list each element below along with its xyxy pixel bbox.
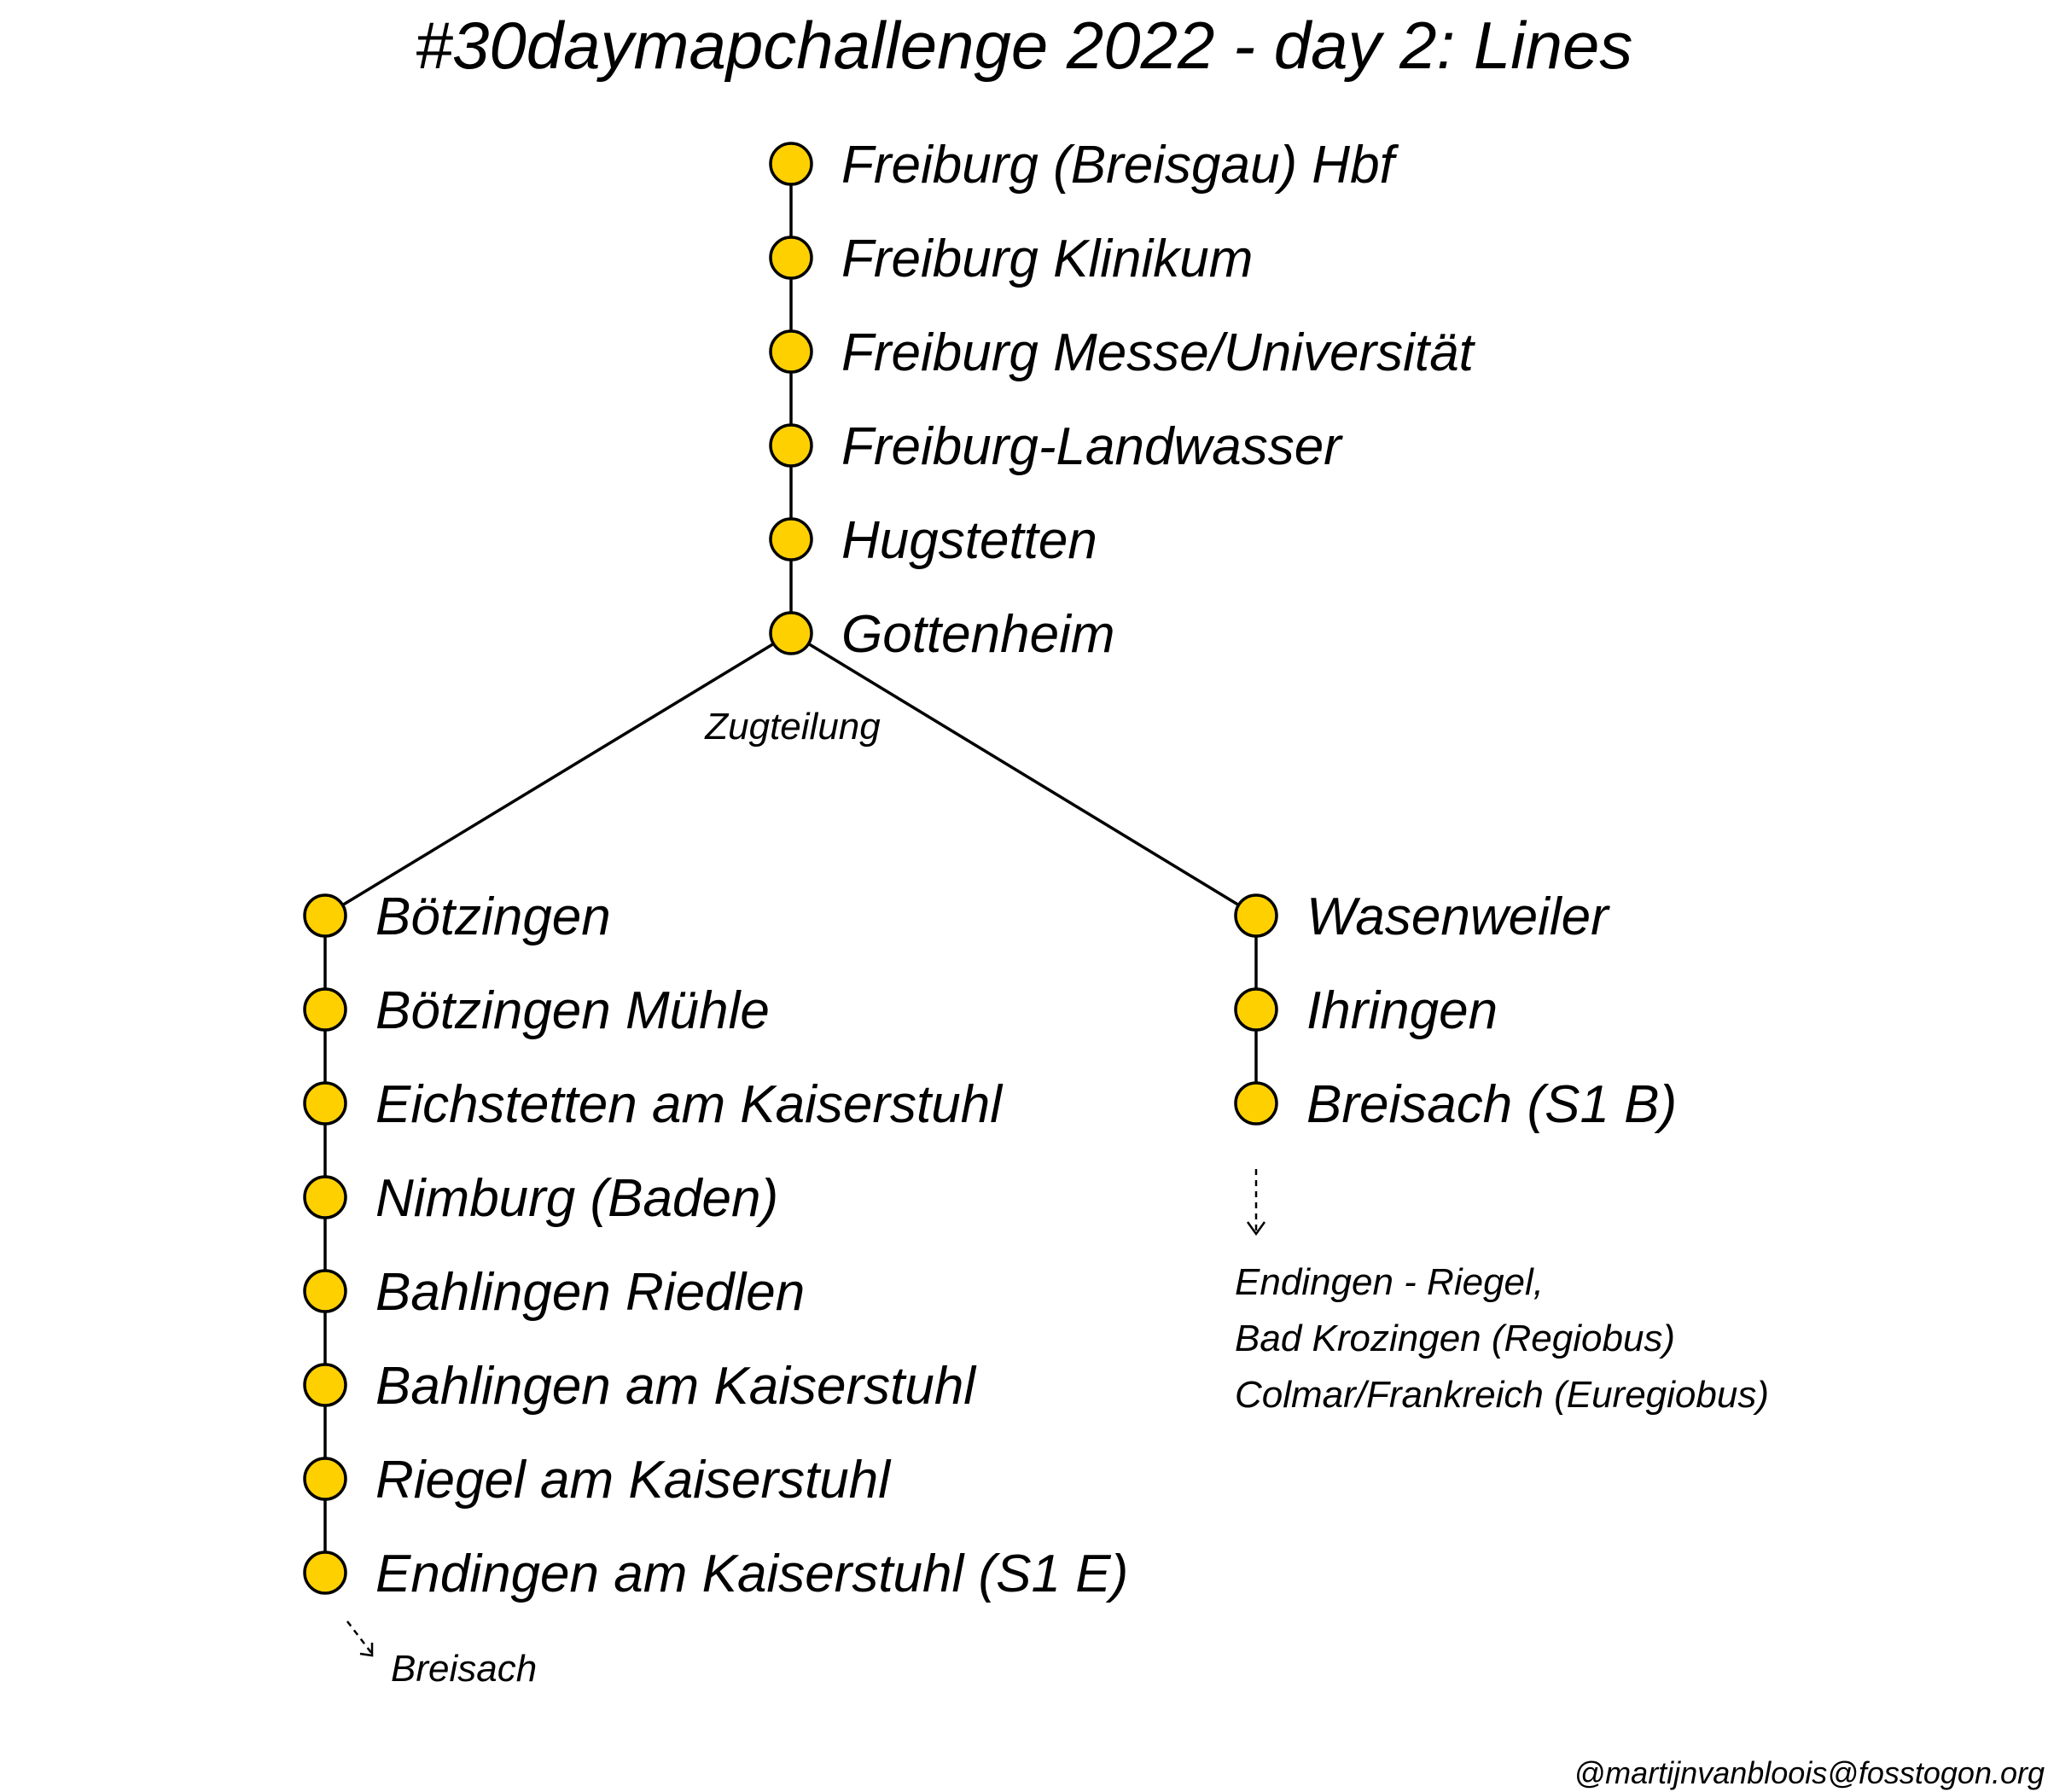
branch-right-connector bbox=[790, 631, 1257, 917]
arrow-icon bbox=[346, 1620, 374, 1657]
station-label: Bötzingen Mühle bbox=[375, 981, 770, 1040]
station-stop bbox=[303, 1363, 347, 1407]
branch-left-stations: Bötzingen Bötzingen Mühle Eichstetten am… bbox=[303, 887, 1128, 1603]
station-label: Eichstetten am Kaiserstuhl bbox=[375, 1075, 1004, 1134]
station-stop bbox=[769, 142, 813, 186]
station-stop bbox=[303, 1175, 347, 1219]
station-stop bbox=[303, 1457, 347, 1501]
split-label: Zugteilung bbox=[704, 706, 881, 748]
diagram-title: #30daymapchallenge 2022 - day 2: Lines bbox=[416, 8, 1633, 83]
trunk-stations: Freiburg (Breisgau) Hbf Freiburg Kliniku… bbox=[769, 136, 1476, 664]
station-label: Gottenheim bbox=[841, 605, 1115, 664]
arrow-icon bbox=[1246, 1169, 1266, 1236]
branch-right-stations: Wasenweiler Ihringen Breisach (S1 B) bbox=[1234, 887, 1677, 1134]
station-label: Freiburg Messe/Universität bbox=[841, 323, 1476, 382]
station-stop bbox=[769, 423, 813, 468]
station-stop bbox=[769, 329, 813, 374]
station-label: Breisach (S1 B) bbox=[1306, 1075, 1677, 1134]
station-stop bbox=[769, 236, 813, 280]
connection-line: Bad Krozingen (Regiobus) bbox=[1235, 1318, 1675, 1359]
station-label: Wasenweiler bbox=[1306, 887, 1610, 946]
station-label: Riegel am Kaiserstuhl bbox=[375, 1451, 892, 1510]
station-stop bbox=[769, 517, 813, 561]
station-label: Nimburg (Baden) bbox=[375, 1169, 778, 1228]
station-label: Bahlingen Riedlen bbox=[375, 1263, 805, 1322]
station-label: Bötzingen bbox=[375, 887, 611, 946]
station-label: Freiburg Klinikum bbox=[841, 230, 1253, 288]
connection-line: Endingen - Riegel, bbox=[1235, 1261, 1544, 1303]
station-stop bbox=[769, 611, 813, 655]
station-stop bbox=[1234, 1081, 1278, 1126]
station-stop bbox=[303, 893, 347, 938]
credit-text: @martijnvanbloois@fosstogon.org bbox=[1574, 1755, 2045, 1790]
station-label: Freiburg-Landwasser bbox=[841, 417, 1343, 476]
station-label: Freiburg (Breisgau) Hbf bbox=[841, 136, 1399, 195]
station-stop bbox=[1234, 987, 1278, 1032]
station-label: Endingen am Kaiserstuhl (S1 E) bbox=[375, 1545, 1128, 1603]
station-stop bbox=[303, 1269, 347, 1313]
branch-right-connections: Endingen - Riegel, Bad Krozingen (Regiob… bbox=[1235, 1261, 1769, 1416]
branch-left-connector bbox=[324, 631, 792, 917]
connection-line: Colmar/Frankreich (Euregiobus) bbox=[1235, 1374, 1769, 1416]
station-stop bbox=[303, 1551, 347, 1595]
branch-left-continuation: Breisach bbox=[391, 1648, 537, 1690]
station-label: Hugstetten bbox=[841, 511, 1097, 570]
station-label: Ihringen bbox=[1306, 981, 1498, 1040]
station-label: Bahlingen am Kaiserstuhl bbox=[375, 1357, 977, 1416]
station-stop bbox=[303, 1081, 347, 1126]
station-stop bbox=[303, 987, 347, 1032]
station-stop bbox=[1234, 893, 1278, 938]
